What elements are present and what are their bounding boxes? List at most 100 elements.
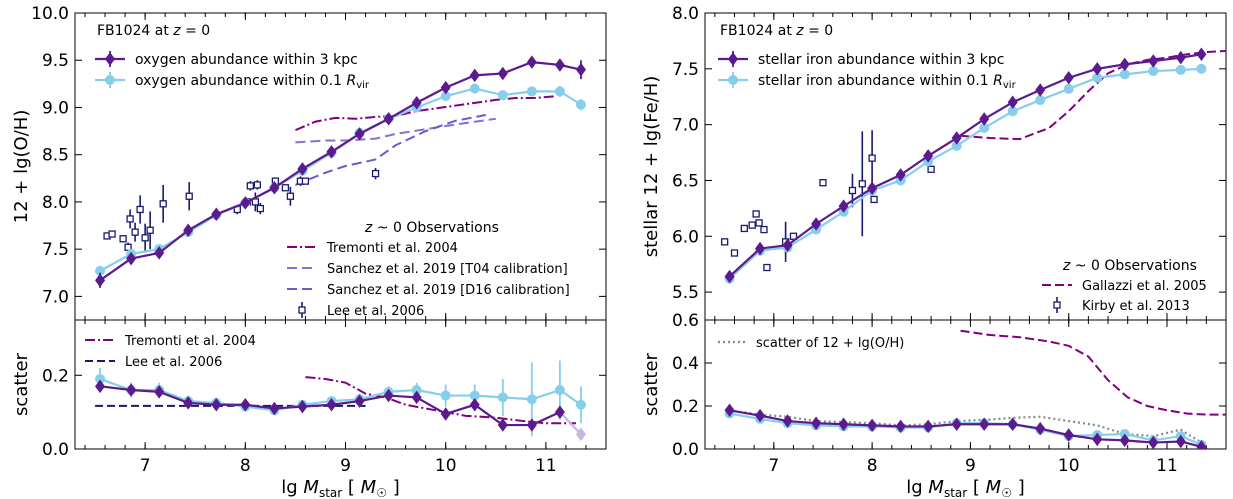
y-tick-label: 6.0	[672, 227, 699, 247]
oxygen-3kpc-point	[575, 62, 586, 77]
y-tick-label: 5.5	[672, 283, 699, 303]
scatter-3kpc-point	[211, 398, 222, 412]
y-tick-label: 7.0	[672, 116, 699, 136]
kirby-point	[858, 180, 866, 188]
scatter-3kpc-point	[240, 398, 251, 412]
iron-3kpc-point	[838, 199, 849, 213]
x-tick-label: 7	[140, 456, 151, 476]
lee-point	[253, 181, 261, 189]
iron-3kpc-point	[1148, 54, 1159, 68]
y-tick-label: 8.0	[672, 4, 699, 24]
oxygen-rvir-point	[440, 91, 451, 102]
y-tick-label: 0.2	[672, 397, 699, 417]
oxygen-rvir-point	[554, 86, 565, 97]
iron-3kpc-point	[1196, 47, 1207, 62]
kirby-point	[748, 221, 756, 229]
scatter-rvir-point	[469, 390, 480, 401]
iron-3kpc-point	[782, 238, 793, 252]
legend-label: Sanchez et al. 2019 [D16 calibration]	[327, 283, 570, 298]
x-tick-label: 9	[965, 456, 976, 476]
scatter-3kpc-point	[183, 396, 194, 410]
iron-3kpc-point	[1092, 62, 1103, 76]
iron-scatter-3kpc-point	[923, 419, 934, 434]
iron-rvir-point	[1119, 69, 1130, 80]
iron-scatter-3kpc-point	[1119, 433, 1130, 448]
iron-scatter-3kpc-point	[838, 417, 849, 432]
y-tick-label: 6.5	[672, 171, 699, 191]
lee-point	[141, 234, 149, 242]
kirby-point	[763, 263, 771, 272]
scatter-3kpc-point	[497, 418, 508, 432]
panel-bottom-right: 7 8 9 10 11 0.0 0.2 0.4 0.6 scatter lg Mstar [ M☉ …	[641, 311, 1227, 499]
iron-3kpc-line	[728, 53, 1202, 278]
legend-label: oxygen abundance within 3 kpc	[135, 52, 358, 68]
iron-scatter-3kpc-point	[811, 416, 822, 430]
lee-point	[131, 228, 139, 236]
y-tick-label: 0.6	[672, 311, 699, 331]
tremonti-scatter-line	[305, 376, 576, 425]
legend-label-part: vir	[356, 80, 370, 91]
oxygen-rvir-point	[526, 86, 537, 97]
iron-scatter-3kpc-point	[724, 403, 735, 418]
iron-3kpc-point	[895, 168, 906, 182]
kirby-point	[755, 219, 763, 227]
iron-scatter-3kpc-point	[951, 417, 962, 432]
panel-top-left: 7.0 7.5 8.0 8.5 9.0 9.5 10.0 12 + lg(O/H) FB1024…	[11, 4, 607, 321]
lee-point	[246, 182, 254, 190]
scatter-3kpc-point	[269, 401, 280, 416]
y-tick-label: 8.0	[42, 193, 69, 213]
panel-bottom-left: 7 8 9 10 11 0.0 0.2 scatter lg Mstar [ M☉ ] Tremo…	[11, 319, 607, 499]
panel-title-part: z	[795, 23, 804, 39]
iron-3kpc-point	[755, 241, 766, 256]
y-tick-label: 7.5	[672, 60, 699, 80]
oxygen-3kpc-point	[554, 58, 565, 72]
legend-label: Tremonti et al. 2004	[124, 334, 256, 349]
plot-area	[724, 329, 1226, 449]
lee-point	[146, 226, 154, 234]
y-tick-label: 9.0	[42, 98, 69, 118]
iron-scatter-3kpc-point	[1148, 435, 1159, 449]
y-tick-label: 0.4	[672, 354, 699, 374]
x-axis-label-part: M	[928, 477, 944, 498]
scatter-3kpc-line	[559, 411, 582, 436]
kirby-point	[870, 195, 878, 204]
scatter-rvir-point	[440, 390, 451, 401]
iron-scatter-3kpc-point	[1035, 421, 1046, 436]
oxygen-rvir-point	[497, 90, 508, 101]
legend-title: z ~ 0 Observations	[1062, 258, 1197, 274]
scatter-rvir-point	[575, 399, 586, 410]
oxygen-3kpc-point	[126, 251, 137, 266]
lee-point	[126, 215, 134, 223]
oxygen-rvir-point	[575, 99, 586, 110]
legend-label: Gallazzi et al. 2005	[1082, 279, 1207, 294]
scatter-rvir-point	[554, 385, 565, 396]
oxygen-3kpc-point	[383, 112, 394, 126]
scatter-3kpc-point	[575, 427, 586, 442]
legend-label: stellar iron abundance within 0.1 Rvir	[758, 73, 1017, 91]
oxygen-3kpc-point	[297, 162, 308, 176]
oxygen-3kpc-point	[326, 145, 337, 159]
x-axis-label-part: star	[944, 486, 967, 499]
oxygen-3kpc-point	[95, 273, 106, 288]
scatter-rvir-point	[411, 385, 422, 396]
iron-3kpc-point	[951, 131, 962, 145]
iron-3kpc-point	[1063, 70, 1074, 85]
kirby-point	[760, 225, 768, 234]
legend-label: Tremonti et al. 2004	[326, 241, 458, 256]
lee-point	[159, 200, 167, 208]
iron-rvir-point	[979, 122, 990, 133]
legend-title-part: ~ 0 Observations	[372, 220, 499, 236]
panel-title-part: z	[172, 23, 181, 39]
x-axis-label-part: M	[303, 477, 319, 498]
scatter-3kpc-point	[297, 399, 308, 414]
iron-scatter-3kpc-point	[867, 418, 878, 433]
iron-scatter-3kpc-point	[1007, 417, 1018, 432]
iron-scatter-3kpc-point	[1196, 440, 1207, 449]
oh-scatter-line	[729, 409, 1203, 444]
legend-marker	[1053, 301, 1061, 309]
lee-point	[251, 198, 259, 206]
iron-3kpc-point	[811, 217, 822, 231]
iron-rvir-point	[1196, 63, 1207, 74]
iron-3kpc-point	[867, 181, 878, 196]
